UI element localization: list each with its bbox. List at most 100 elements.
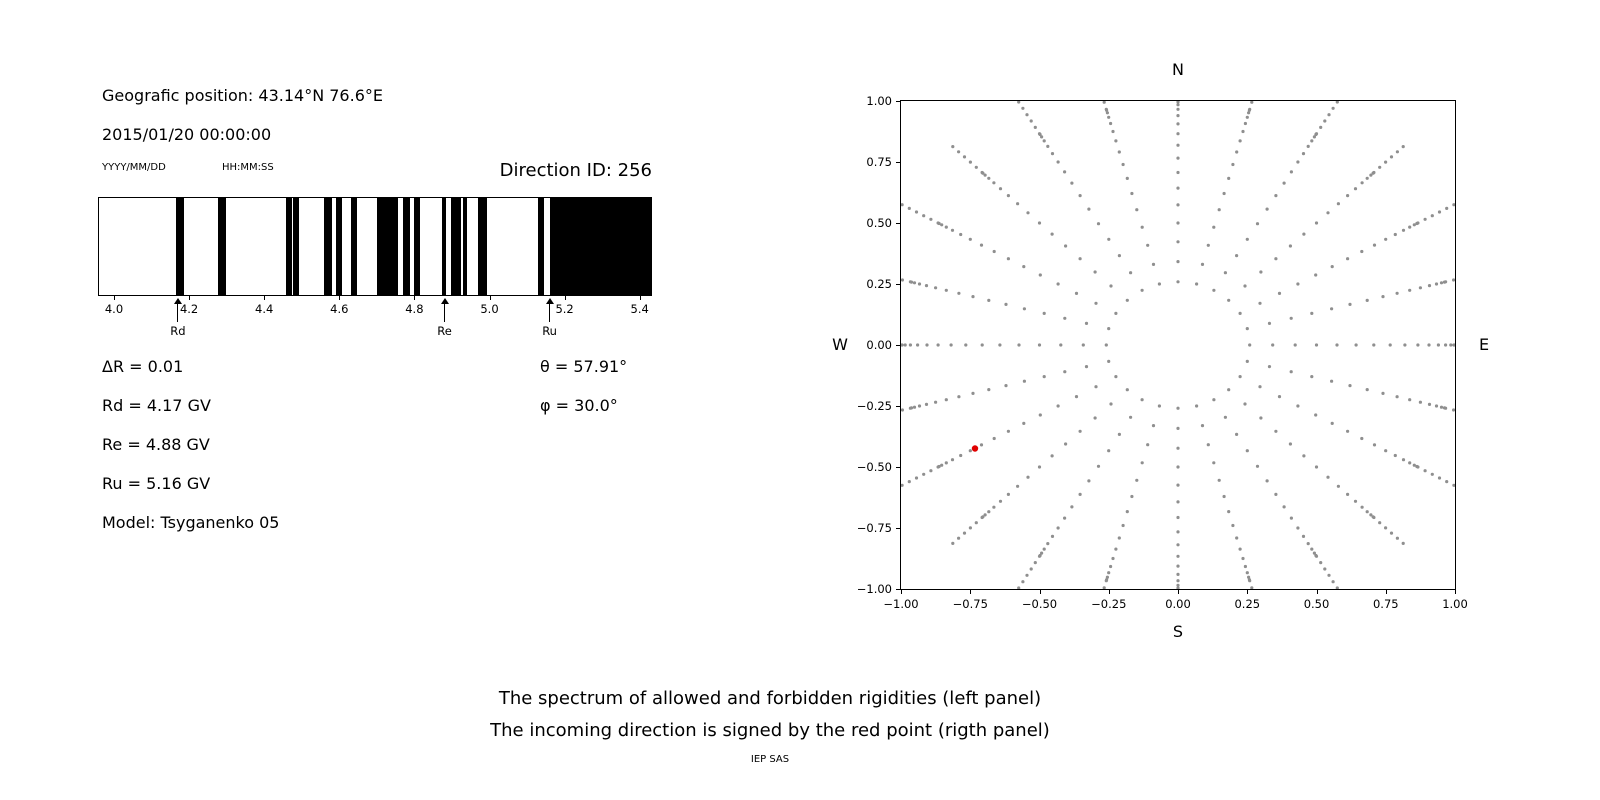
x-tick-label: 0.50	[1303, 597, 1330, 611]
geographic-position-label: Geografic position: 43.14°N 76.6°E	[102, 86, 383, 105]
y-tick-label: −0.25	[856, 399, 892, 413]
cutoff-marker-re: Re	[434, 298, 456, 338]
allowed-band	[463, 198, 468, 295]
direction-id-label: Direction ID: 256	[499, 160, 652, 181]
x-tickmark	[114, 296, 115, 300]
x-tick-label: −1.00	[883, 597, 919, 611]
x-tick-label: 1.00	[1442, 597, 1468, 611]
arrow-stem	[177, 304, 179, 322]
allowed-band	[351, 198, 358, 295]
x-tickmark	[564, 296, 566, 300]
y-tickmark	[896, 101, 900, 102]
compass-north-label: N	[1172, 60, 1184, 79]
theta-label: θ = 57.91°	[540, 357, 628, 376]
phi-label: φ = 30.0°	[540, 396, 618, 415]
arrow-up-icon	[440, 298, 449, 304]
compass-west-label: W	[832, 335, 848, 354]
caption-line-2: The incoming direction is signed by the …	[490, 720, 1050, 741]
y-tickmark	[896, 223, 900, 224]
arrow-stem	[549, 304, 551, 322]
x-tickmark	[189, 296, 191, 300]
x-tickmark	[1178, 590, 1179, 594]
x-tickmark	[970, 590, 972, 594]
delta-r-label: ΔR = 0.01	[102, 357, 184, 376]
allowed-band	[402, 198, 410, 295]
cutoff-marker-label: Re	[437, 324, 452, 338]
cutoff-marker-label: Ru	[542, 324, 557, 338]
direction-map-plot	[899, 99, 1457, 591]
allowed-band	[538, 198, 545, 295]
y-tickmark	[896, 589, 900, 590]
x-tickmark	[1385, 590, 1387, 594]
y-tick-label: 0.25	[866, 277, 892, 291]
y-tick-label: 1.00	[866, 94, 892, 108]
credit-label: IEP SAS	[750, 754, 790, 765]
y-tick-label: −0.50	[856, 460, 892, 474]
cutoff-marker-ru: Ru	[539, 298, 561, 338]
x-tickmark	[1455, 590, 1456, 594]
cutoff-marker-rd: Rd	[167, 298, 189, 338]
x-tick-label: 4.2	[179, 302, 199, 316]
re-label: Re = 4.88 GV	[102, 435, 210, 454]
arrow-up-icon	[173, 298, 182, 304]
x-tick-label: −0.75	[952, 597, 988, 611]
x-tickmark	[639, 296, 641, 300]
x-tick-label: 0.00	[1165, 597, 1191, 611]
allowed-band	[477, 198, 487, 295]
arrow-up-icon	[545, 298, 554, 304]
x-tick-label: 5.4	[630, 302, 649, 316]
y-tick-label: −1.00	[856, 582, 892, 596]
x-tick-label: 4.6	[330, 302, 349, 316]
ru-label: Ru = 5.16 GV	[102, 474, 211, 493]
allowed-band	[414, 198, 421, 295]
y-tickmark	[896, 284, 900, 285]
x-tickmark	[901, 590, 902, 594]
arrow-stem	[444, 304, 445, 322]
rd-label: Rd = 4.17 GV	[102, 396, 211, 415]
y-tickmark	[896, 528, 900, 529]
y-tick-label: 0.75	[866, 155, 892, 169]
direction-map-canvas	[899, 99, 1457, 591]
spoke-dots	[899, 99, 1457, 591]
x-tickmark	[1316, 590, 1318, 594]
x-tickmark	[1247, 590, 1249, 594]
datetime-label: 2015/01/20 00:00:00	[102, 125, 272, 144]
y-tick-label: −0.75	[856, 521, 892, 535]
x-tick-label: 5.0	[480, 302, 499, 316]
allowed-band	[176, 198, 184, 295]
x-tickmark	[264, 296, 266, 300]
x-tick-label: 5.2	[555, 302, 574, 316]
x-tickmark	[1039, 590, 1041, 594]
allowed-band	[218, 198, 226, 295]
allowed-band	[293, 198, 299, 295]
y-tickmark	[896, 406, 900, 407]
x-tick-label: 4.4	[255, 302, 274, 316]
x-tick-label: −0.50	[1021, 597, 1058, 611]
allowed-band	[336, 198, 342, 295]
incoming-direction-red-point	[971, 445, 979, 452]
allowed-band	[441, 198, 447, 295]
time-format-label: HH:MM:SS	[222, 162, 274, 173]
compass-south-label: S	[1172, 622, 1184, 641]
x-tick-label: −0.25	[1091, 597, 1127, 611]
y-tick-label: 0.50	[866, 216, 892, 230]
y-tickmark	[896, 467, 900, 468]
x-tickmark	[339, 296, 341, 300]
y-tickmark	[896, 345, 900, 346]
y-tickmark	[896, 162, 900, 163]
x-tickmark	[489, 296, 491, 300]
allowed-band	[450, 198, 462, 295]
figure-caption: The spectrum of allowed and forbidden ri…	[300, 688, 1240, 765]
x-tick-label: 4.0	[104, 302, 124, 316]
y-tick-label: 0.00	[866, 338, 892, 352]
allowed-band	[324, 198, 333, 295]
allowed-band	[376, 198, 398, 295]
x-tickmark	[1108, 590, 1110, 594]
compass-east-label: E	[1478, 335, 1490, 354]
x-tickmark	[414, 296, 416, 300]
allowed-band	[550, 198, 651, 295]
rigidity-spectrum-plot	[98, 197, 652, 296]
x-tick-label: 0.75	[1372, 597, 1399, 611]
x-tick-label: 4.8	[405, 302, 424, 316]
